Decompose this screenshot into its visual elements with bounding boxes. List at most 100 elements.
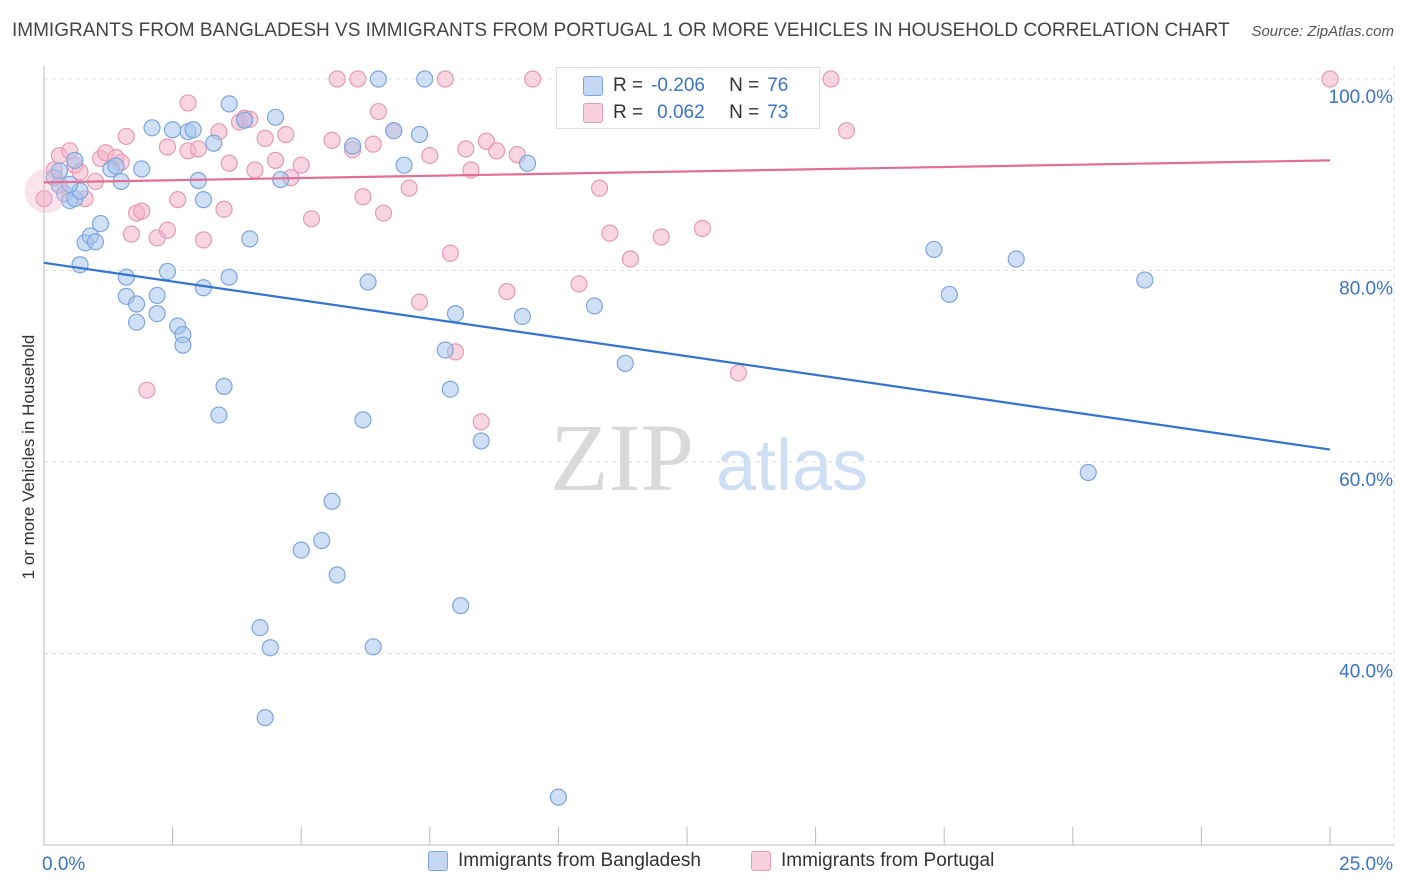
- portugal-point: [1321, 70, 1339, 88]
- portugal-point: [693, 219, 712, 237]
- tick-labels: 100.0% 80.0% 60.0% 40.0% 0.0% 25.0%: [42, 87, 1393, 875]
- watermark: ZIP atlas: [550, 404, 868, 511]
- bangladesh-point: [61, 175, 79, 193]
- bangladesh-point: [194, 191, 213, 209]
- portugal-point: [601, 224, 619, 242]
- portugal-point: [349, 70, 367, 88]
- portugal-point: [189, 140, 207, 158]
- portugal-point: [570, 275, 588, 293]
- portugal-point: [133, 202, 151, 220]
- portugal-point: [822, 70, 840, 88]
- bangladesh-point: [164, 121, 182, 139]
- bangladesh-point: [261, 639, 279, 657]
- stats-r-label: R =: [613, 75, 644, 96]
- portugal-point: [421, 147, 439, 165]
- y-tick-label: 60.0%: [1339, 470, 1393, 491]
- bangladesh-point: [127, 295, 146, 313]
- portugal-point: [472, 413, 490, 431]
- bangladesh-point: [158, 262, 177, 281]
- bangladesh-point: [925, 240, 943, 259]
- portugal-point: [410, 293, 429, 311]
- bangladesh-point: [940, 285, 958, 304]
- bangladesh-point: [91, 214, 110, 233]
- y-tick-label: 40.0%: [1339, 662, 1393, 683]
- portugal-point: [117, 127, 135, 146]
- legend-label-bangladesh: Immigrants from Bangladesh: [458, 850, 701, 871]
- bangladesh-trend-line: [43, 261, 1331, 451]
- y-axis-label: 1 or more Vehicles in Household: [19, 335, 38, 580]
- portugal-point: [729, 364, 748, 382]
- y-tick-label: 100.0%: [1329, 87, 1394, 108]
- bangladesh-point: [205, 134, 223, 152]
- portugal-point: [323, 131, 341, 149]
- stats-r-label: R =: [613, 102, 644, 123]
- portugal-point: [266, 151, 285, 169]
- bangladesh-point: [133, 160, 151, 178]
- portugal-point: [194, 231, 213, 249]
- stats-swatch-bangladesh: [583, 76, 603, 96]
- legend-swatch-portugal: [751, 851, 771, 871]
- portugal-point: [256, 129, 274, 147]
- bangladesh-point: [241, 230, 259, 248]
- bangladesh-point: [359, 273, 377, 291]
- x-tick-label: 0.0%: [42, 854, 85, 875]
- bangladesh-point: [416, 70, 434, 88]
- legend-item-portugal: Immigrants from Portugal: [751, 850, 994, 872]
- bangladesh-point: [50, 162, 69, 180]
- bangladesh-point: [1007, 250, 1025, 268]
- x-tick-label: 25.0%: [1339, 854, 1393, 875]
- bangladesh-point: [1079, 463, 1097, 482]
- portugal-point: [364, 135, 382, 153]
- bangladesh-point: [369, 70, 387, 88]
- bangladesh-point: [220, 268, 238, 286]
- bangladesh-point: [410, 125, 429, 144]
- bangladesh-point: [174, 336, 192, 354]
- portugal-point: [292, 156, 310, 174]
- portugal-point: [400, 179, 418, 197]
- portugal-point: [328, 70, 346, 88]
- portugal-point: [169, 191, 187, 209]
- bangladesh-point: [1136, 271, 1154, 289]
- bangladesh-point: [236, 111, 254, 129]
- bangladesh-point: [71, 256, 89, 274]
- stats-row-bangladesh: R = -0.206 N = 76: [613, 73, 788, 99]
- bangladesh-point: [446, 304, 465, 323]
- bangladesh-point: [86, 233, 105, 251]
- stats-n-label: N =: [729, 102, 760, 123]
- portugal-point: [35, 190, 53, 208]
- bangladesh-point: [344, 137, 362, 155]
- portugal-point: [488, 142, 506, 160]
- bangladesh-point: [143, 119, 161, 137]
- bangladesh-point: [436, 341, 454, 359]
- bangladesh-point: [148, 304, 166, 323]
- bangladesh-point: [266, 108, 285, 126]
- portugal-point: [246, 161, 264, 179]
- portugal-point: [354, 188, 372, 206]
- portugal-point: [158, 138, 177, 156]
- portugal-point: [369, 102, 387, 121]
- portugal-point: [220, 154, 238, 172]
- stats-swatch-portugal: [583, 103, 603, 123]
- source-label: Source: ZipAtlas.com: [1251, 23, 1394, 40]
- bangladesh-point: [66, 151, 84, 169]
- portugal-point: [436, 70, 454, 88]
- portugal-point: [138, 381, 156, 399]
- stats-legend: R = -0.206 N = 76 R = 0.062 N = 73: [556, 67, 820, 129]
- portugal-point: [441, 244, 459, 262]
- stats-r-value: 0.062: [657, 102, 705, 123]
- bangladesh-point: [472, 432, 490, 450]
- bangladesh-point: [549, 788, 568, 806]
- bangladesh-point: [210, 406, 228, 424]
- bangladesh-point: [292, 541, 310, 559]
- bangladesh-point: [148, 286, 166, 304]
- points: [24, 70, 1339, 806]
- bangladesh-point: [518, 154, 537, 172]
- portugal-point: [24, 169, 69, 214]
- stats-n-value: 76: [767, 75, 789, 96]
- portugal-point: [158, 221, 177, 239]
- stats-n-value: 73: [767, 102, 789, 123]
- bangladesh-point: [441, 380, 459, 398]
- bangladesh-point: [117, 268, 135, 286]
- legend-label-portugal: Immigrants from Portugal: [781, 850, 995, 871]
